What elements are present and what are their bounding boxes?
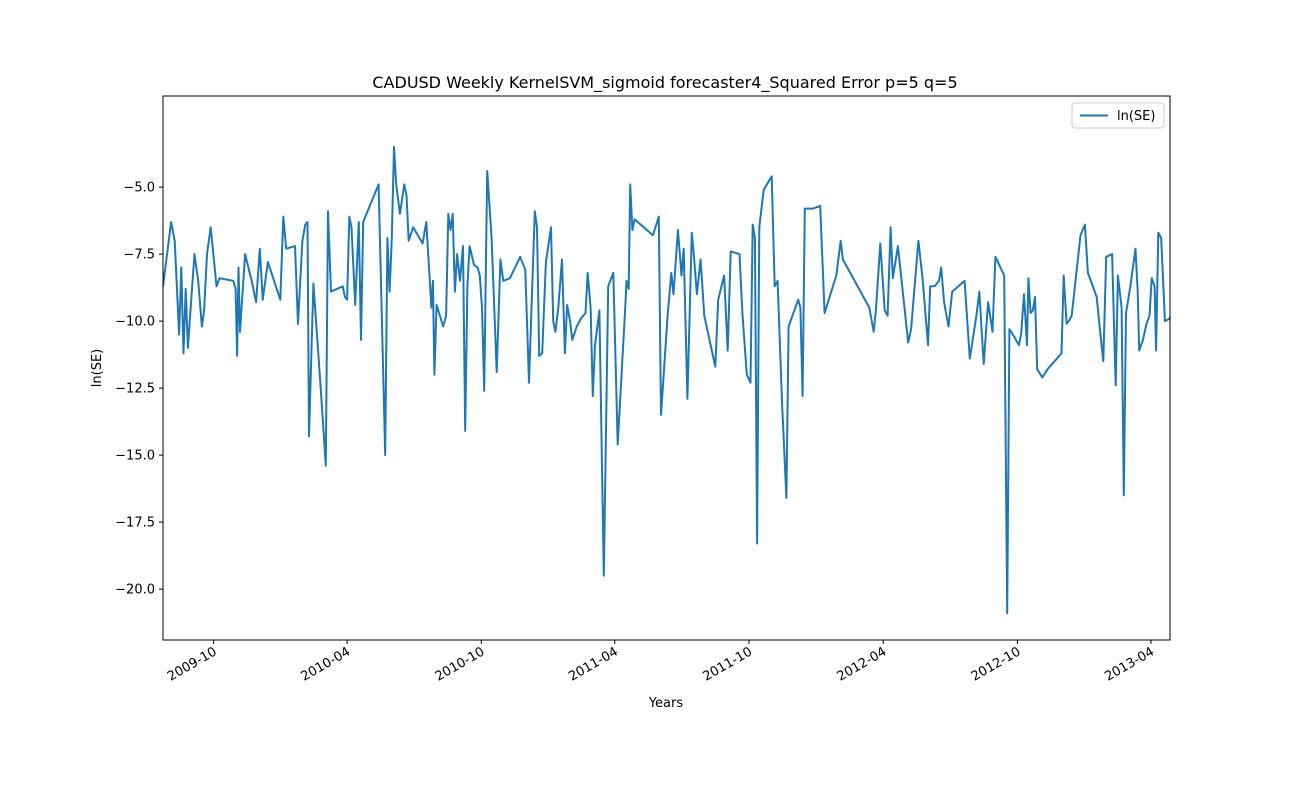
y-tick-label: −7.5 [123, 248, 155, 263]
chart-title: CADUSD Weekly KernelSVM_sigmoid forecast… [372, 73, 957, 93]
x-tick-label: 2011-10 [700, 644, 755, 684]
x-axis-label: Years [648, 696, 684, 711]
x-tick-label: 2010-04 [299, 644, 354, 684]
y-tick-label: −15.0 [115, 449, 155, 464]
x-tick-label: 2013-04 [1102, 644, 1157, 684]
y-tick-label: −12.5 [115, 382, 155, 397]
legend-box [1071, 102, 1165, 129]
y-tick-label: −5.0 [123, 181, 155, 196]
plot-frame [162, 95, 1171, 641]
legend-label: ln(SE) [1117, 109, 1155, 124]
x-tick-label: 2012-04 [835, 644, 890, 684]
legend: ln(SE) [1071, 102, 1165, 129]
y-tick-label: −20.0 [115, 583, 155, 598]
y-axis-label: ln(SE) [90, 349, 105, 387]
x-tick-label: 2009-10 [165, 644, 220, 684]
plot-area [163, 96, 1170, 640]
x-tick-label: 2011-04 [566, 644, 621, 684]
series-line-ln-se [163, 145, 1170, 615]
x-tick-label: 2012-10 [969, 644, 1024, 684]
y-axis: −20.0 −17.5 −15.0 −12.5 −10.0 −7.5 −5.0 [115, 181, 163, 598]
x-axis: 2009-10 2010-04 2010-10 2011-04 2011-10 2012-… [165, 640, 1157, 685]
y-tick-label: −10.0 [115, 315, 155, 330]
y-tick-label: −17.5 [115, 516, 155, 531]
x-tick-label: 2010-10 [433, 644, 488, 684]
